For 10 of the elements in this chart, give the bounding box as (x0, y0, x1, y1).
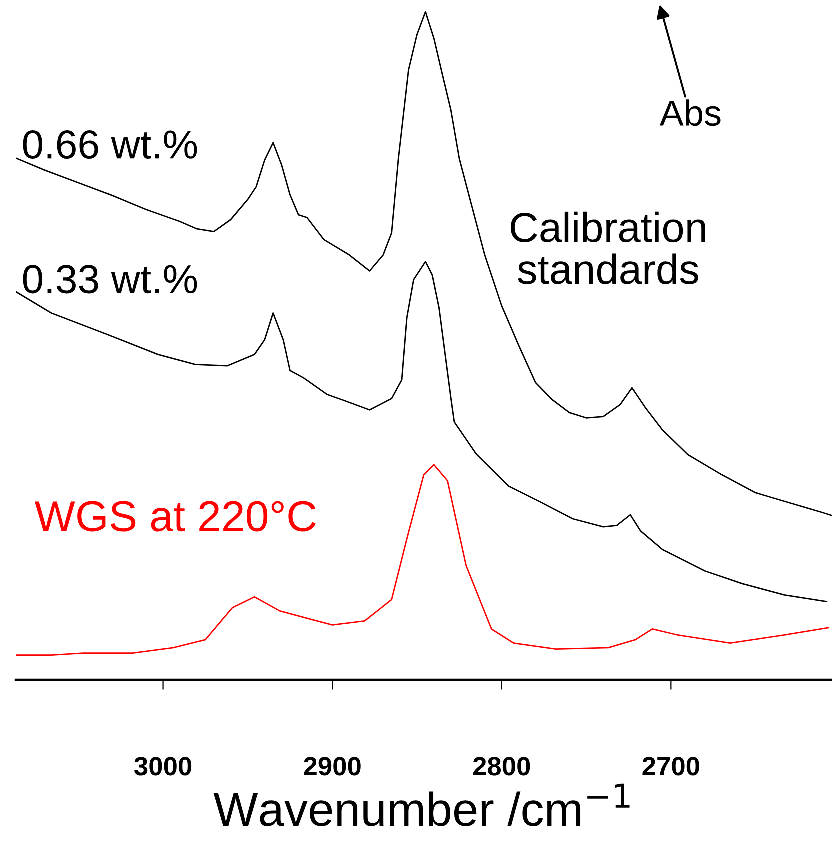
x-tick-label: 2700 (642, 757, 700, 776)
series-label: 0.66 wt.% (23, 130, 198, 160)
series-label: WGS at 220°C (34, 501, 316, 532)
annotation: Calibration standards (510, 212, 706, 284)
x-axis-title: Wavenumber /cm$^{−1}$ (214, 784, 630, 826)
x-tick-label: 2800 (473, 757, 530, 776)
x-tick-label: 2900 (304, 757, 361, 776)
annotation: Abs (660, 100, 721, 126)
x-tick-label: 3000 (134, 757, 192, 776)
series-label: 0.33 wt.% (23, 265, 198, 294)
